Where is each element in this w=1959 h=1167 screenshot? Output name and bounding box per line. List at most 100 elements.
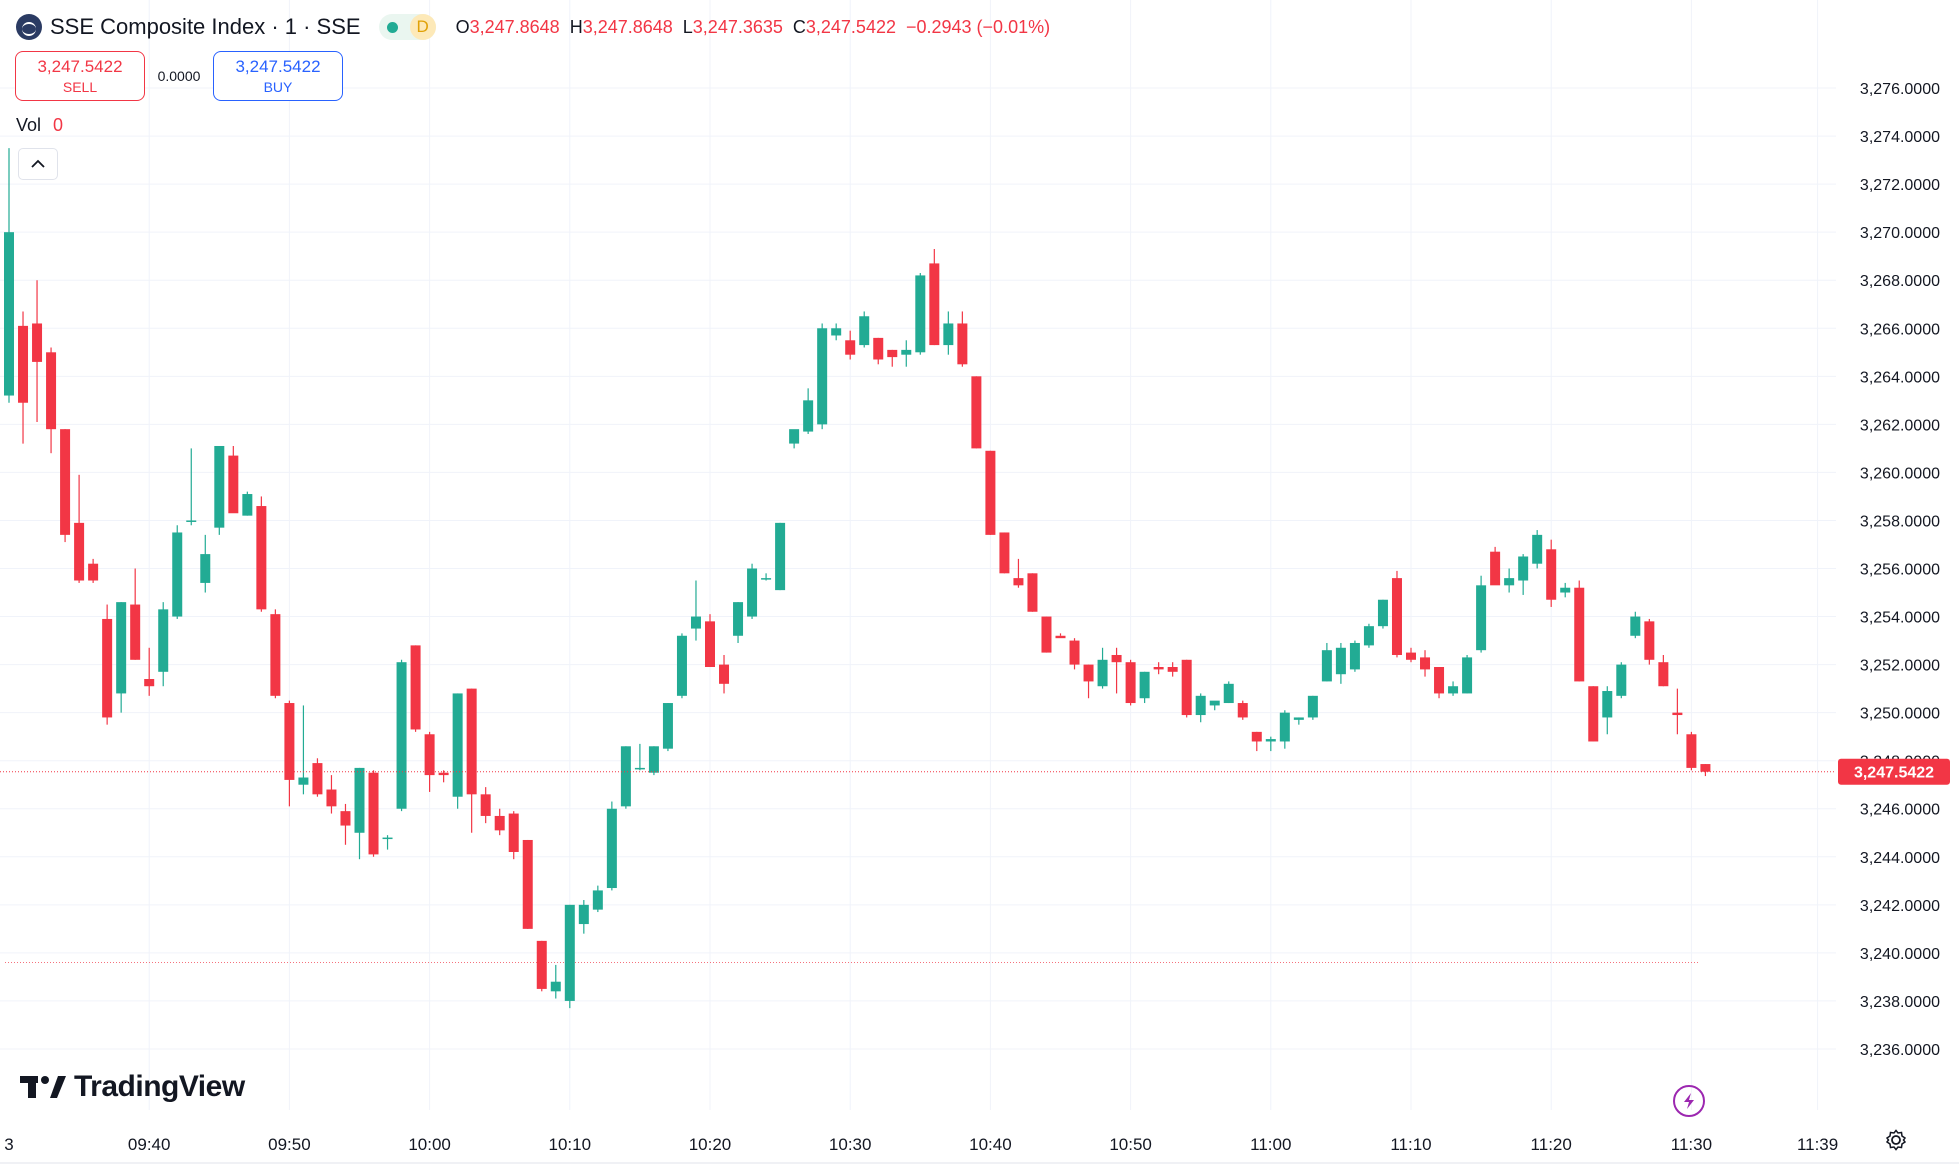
- candle-down[interactable]: [144, 679, 155, 687]
- candle-down[interactable]: [270, 614, 281, 696]
- candle-up[interactable]: [1307, 695, 1318, 718]
- candle-up[interactable]: [1139, 671, 1150, 699]
- candle-down[interactable]: [1644, 621, 1655, 660]
- candle-up[interactable]: [1097, 659, 1108, 687]
- candle-down[interactable]: [74, 522, 85, 581]
- candle-down[interactable]: [1125, 662, 1136, 704]
- candle-up[interactable]: [901, 349, 912, 355]
- lightning-bolt-icon[interactable]: [1673, 1085, 1705, 1117]
- candle-up[interactable]: [550, 981, 561, 992]
- candle-down[interactable]: [284, 703, 295, 780]
- candle-up[interactable]: [382, 837, 393, 840]
- candle-down[interactable]: [1546, 549, 1557, 600]
- candle-up[interactable]: [620, 746, 631, 807]
- candle-up[interactable]: [606, 808, 617, 889]
- candle-down[interactable]: [1574, 587, 1585, 682]
- candle-down[interactable]: [999, 532, 1010, 574]
- candle-up[interactable]: [158, 609, 169, 672]
- candle-down[interactable]: [1237, 703, 1248, 718]
- candle-up[interactable]: [1209, 700, 1220, 706]
- candle-up[interactable]: [1462, 657, 1473, 694]
- buy-button[interactable]: 3,247.5422 BUY: [213, 51, 343, 101]
- candle-down[interactable]: [88, 563, 99, 581]
- candle-up[interactable]: [943, 323, 954, 346]
- candle-down[interactable]: [1490, 551, 1501, 586]
- candle-up[interactable]: [1223, 683, 1234, 704]
- candle-up[interactable]: [915, 275, 926, 353]
- candle-up[interactable]: [1265, 739, 1276, 742]
- candle-down[interactable]: [1153, 667, 1164, 670]
- tradingview-logo[interactable]: TradingView: [20, 1070, 245, 1104]
- candle-up[interactable]: [1195, 695, 1206, 716]
- candle-up[interactable]: [1630, 616, 1641, 636]
- candle-down[interactable]: [228, 455, 239, 514]
- candle-up[interactable]: [172, 532, 183, 617]
- candle-down[interactable]: [845, 340, 856, 355]
- candle-up[interactable]: [592, 890, 603, 910]
- candle-down[interactable]: [1111, 654, 1122, 663]
- candle-up[interactable]: [1349, 642, 1360, 670]
- candle-up[interactable]: [1448, 686, 1459, 694]
- candle-up[interactable]: [662, 703, 673, 749]
- candle-up[interactable]: [817, 328, 828, 425]
- candle-up[interactable]: [298, 777, 309, 785]
- candle-up[interactable]: [354, 767, 365, 833]
- candle-up[interactable]: [803, 400, 814, 432]
- candle-down[interactable]: [1672, 712, 1683, 716]
- candle-down[interactable]: [1055, 635, 1066, 639]
- candle-up[interactable]: [1363, 626, 1374, 646]
- candle-down[interactable]: [1251, 731, 1262, 742]
- candle-up[interactable]: [396, 662, 407, 809]
- candle-up[interactable]: [634, 767, 645, 770]
- candle-up[interactable]: [1335, 647, 1346, 675]
- candle-down[interactable]: [1434, 667, 1445, 694]
- candle-down[interactable]: [522, 839, 533, 929]
- candle-down[interactable]: [46, 352, 57, 430]
- gear-icon[interactable]: [1884, 1128, 1908, 1152]
- candle-up[interactable]: [452, 693, 463, 797]
- candle-down[interactable]: [1406, 652, 1416, 660]
- candle-down[interactable]: [312, 763, 323, 795]
- collapse-legend-button[interactable]: [18, 148, 58, 180]
- candle-up[interactable]: [1560, 587, 1571, 593]
- candle-down[interactable]: [1420, 657, 1431, 670]
- candle-up[interactable]: [831, 328, 842, 336]
- candle-up[interactable]: [564, 904, 575, 1001]
- candle-down[interactable]: [1041, 616, 1052, 653]
- candle-down[interactable]: [1013, 578, 1024, 586]
- candle-down[interactable]: [424, 734, 435, 776]
- candle-down[interactable]: [326, 789, 337, 807]
- market-status-pill[interactable]: D: [378, 14, 436, 40]
- candle-up[interactable]: [200, 554, 211, 583]
- candle-down[interactable]: [480, 794, 491, 816]
- candle-down[interactable]: [494, 815, 505, 831]
- candle-up[interactable]: [1279, 712, 1290, 742]
- candle-up[interactable]: [1293, 717, 1304, 720]
- candle-up[interactable]: [1616, 664, 1627, 696]
- candle-down[interactable]: [957, 323, 968, 365]
- candle-down[interactable]: [1069, 640, 1080, 665]
- candle-down[interactable]: [719, 664, 730, 684]
- candle-down[interactable]: [929, 263, 940, 346]
- candle-down[interactable]: [536, 940, 547, 989]
- candle-up[interactable]: [1602, 691, 1613, 718]
- candle-up[interactable]: [761, 578, 772, 580]
- candle-up[interactable]: [775, 522, 786, 591]
- candle-down[interactable]: [466, 688, 477, 795]
- candle-down[interactable]: [887, 349, 898, 358]
- candle-up[interactable]: [1518, 556, 1529, 581]
- candle-up[interactable]: [676, 635, 687, 696]
- candle-up[interactable]: [214, 445, 225, 528]
- candle-up[interactable]: [242, 494, 253, 516]
- candle-down[interactable]: [985, 450, 996, 535]
- sell-button[interactable]: 3,247.5422 SELL: [15, 51, 145, 101]
- candle-up[interactable]: [747, 568, 758, 617]
- candle-down[interactable]: [971, 376, 982, 449]
- candle-down[interactable]: [1167, 667, 1178, 672]
- volume-legend[interactable]: Vol 0: [16, 115, 63, 136]
- candle-down[interactable]: [1700, 764, 1711, 772]
- candle-up[interactable]: [648, 746, 659, 773]
- candle-down[interactable]: [18, 325, 29, 403]
- candle-up[interactable]: [789, 429, 800, 444]
- candle-down[interactable]: [508, 813, 519, 852]
